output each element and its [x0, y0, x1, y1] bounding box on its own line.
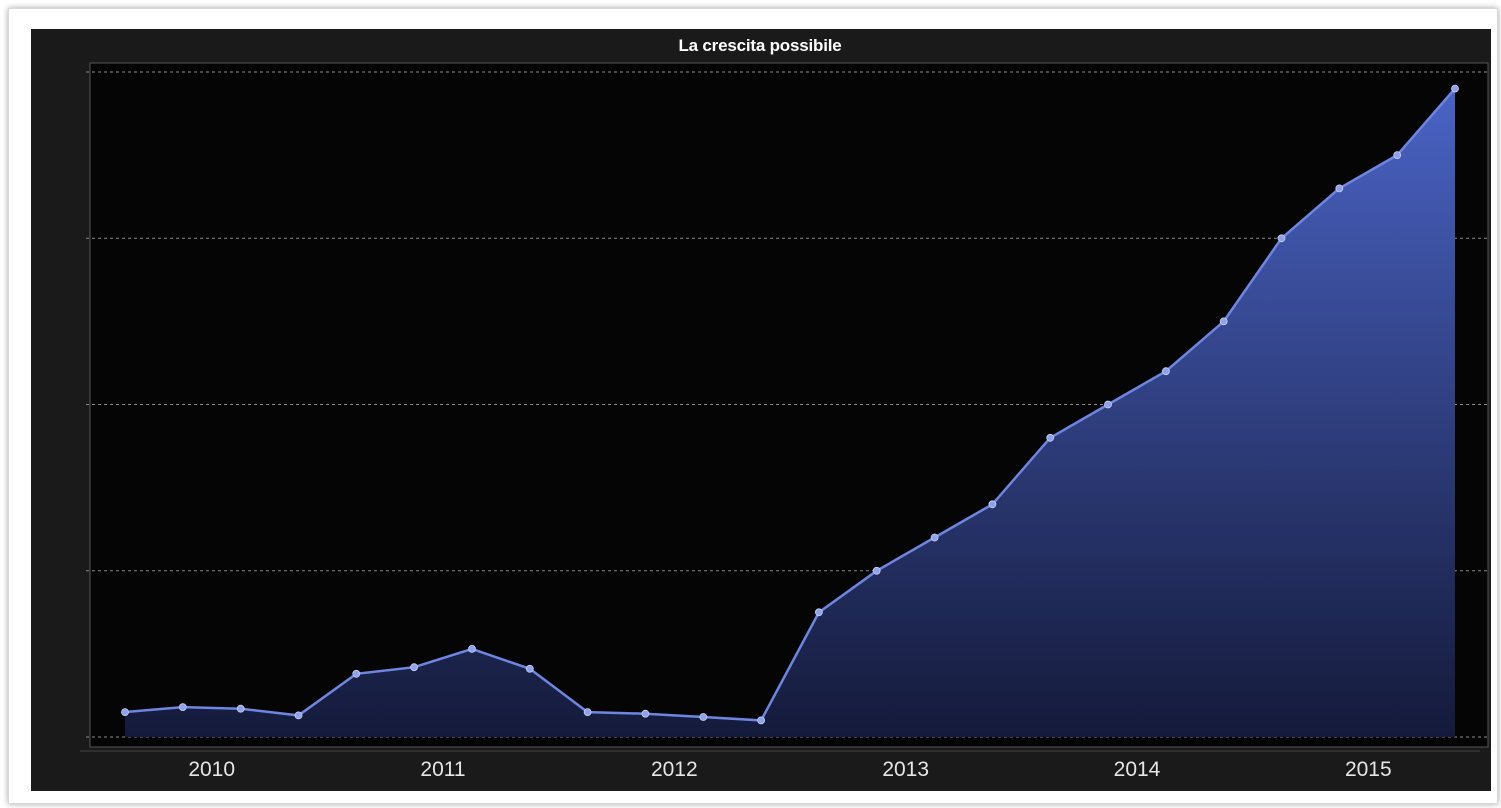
data-point	[641, 709, 650, 718]
data-point	[583, 708, 592, 716]
data-point	[468, 645, 476, 653]
data-point	[1393, 151, 1402, 160]
data-point	[410, 663, 419, 672]
data-point	[121, 708, 129, 716]
data-point	[988, 500, 997, 509]
chart-title: La crescita possibile	[678, 36, 842, 55]
x-tick-label: 2012	[651, 758, 698, 781]
x-tick-label: 2010	[188, 758, 235, 781]
x-tick-label: 2013	[882, 758, 929, 781]
x-tick-label: 2015	[1345, 758, 1392, 781]
series-area	[125, 88, 1455, 738]
data-point	[178, 703, 187, 711]
data-point	[757, 716, 765, 725]
data-point	[872, 566, 881, 575]
data-point	[1046, 433, 1055, 442]
data-point	[1451, 84, 1459, 93]
x-tick-label: 2011	[420, 758, 465, 781]
data-point	[1335, 184, 1344, 193]
data-point	[1104, 400, 1112, 409]
data-point	[699, 713, 708, 721]
x-tick-label: 2014	[1114, 758, 1161, 781]
data-point	[1277, 234, 1286, 243]
data-point	[1162, 367, 1170, 376]
data-point	[525, 664, 534, 673]
series-line	[124, 87, 1456, 722]
data-point	[815, 608, 823, 617]
data-point	[236, 704, 245, 713]
x-axis-ticks: 2010 2011 2012 2013 2014 2015	[188, 758, 1391, 781]
data-point	[352, 669, 361, 678]
data-point	[294, 711, 303, 720]
data-points	[121, 84, 1459, 725]
data-point	[930, 533, 939, 542]
data-point	[1219, 317, 1228, 326]
